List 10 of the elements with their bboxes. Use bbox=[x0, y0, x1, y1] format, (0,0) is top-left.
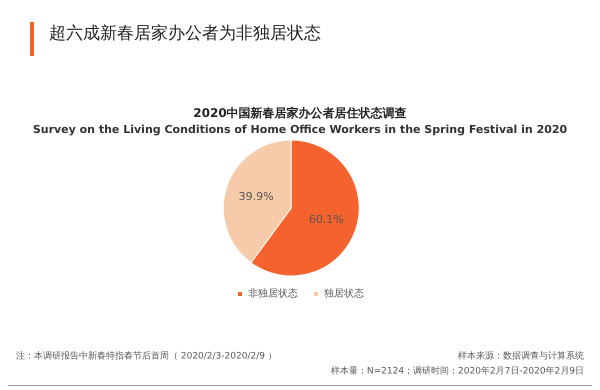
text: 样本量：N=2124；调研时间：2020年2月7日-2020年2月9日 bbox=[330, 366, 584, 376]
chart-title: 超六成新春居家办公者为非独居状态 bbox=[49, 24, 321, 44]
legend-label: 非独居状态 bbox=[248, 288, 298, 300]
text: 样本来源：数据调查与计算系统 bbox=[458, 350, 584, 362]
legend-label: 独居状态 bbox=[324, 288, 364, 300]
text: Survey on the Living Conditions of Home Office Workers in the Spring Festival in 2020 bbox=[32, 123, 568, 136]
text: 注：本调研报告中新春特指春节后首周（ 2020/2/3-2020/2/9 ） bbox=[16, 350, 277, 362]
chart-subtitle: 2020中国新春居家办公者居住状态调查 bbox=[193, 106, 407, 120]
data-label: 39.9% bbox=[238, 190, 274, 203]
data-label: 60.1% bbox=[308, 213, 344, 226]
